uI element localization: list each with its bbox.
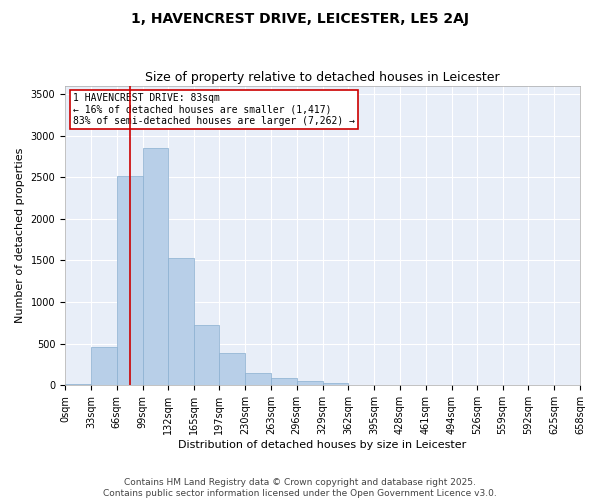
Bar xyxy=(65,384,91,386)
Text: 1, HAVENCREST DRIVE, LEICESTER, LE5 2AJ: 1, HAVENCREST DRIVE, LEICESTER, LE5 2AJ xyxy=(131,12,469,26)
Y-axis label: Number of detached properties: Number of detached properties xyxy=(15,148,25,323)
Bar xyxy=(323,384,349,386)
Text: 1 HAVENCREST DRIVE: 83sqm
← 16% of detached houses are smaller (1,417)
83% of se: 1 HAVENCREST DRIVE: 83sqm ← 16% of detac… xyxy=(73,93,355,126)
Title: Size of property relative to detached houses in Leicester: Size of property relative to detached ho… xyxy=(145,72,500,85)
Text: Contains HM Land Registry data © Crown copyright and database right 2025.
Contai: Contains HM Land Registry data © Crown c… xyxy=(103,478,497,498)
Bar xyxy=(296,381,323,386)
Bar xyxy=(169,258,194,386)
Bar xyxy=(271,378,296,386)
Bar xyxy=(219,353,245,386)
X-axis label: Distribution of detached houses by size in Leicester: Distribution of detached houses by size … xyxy=(178,440,467,450)
Bar xyxy=(245,374,271,386)
Bar xyxy=(194,324,219,386)
Bar xyxy=(143,148,169,386)
Bar xyxy=(349,384,374,386)
Bar xyxy=(91,347,116,386)
Bar xyxy=(116,176,143,386)
